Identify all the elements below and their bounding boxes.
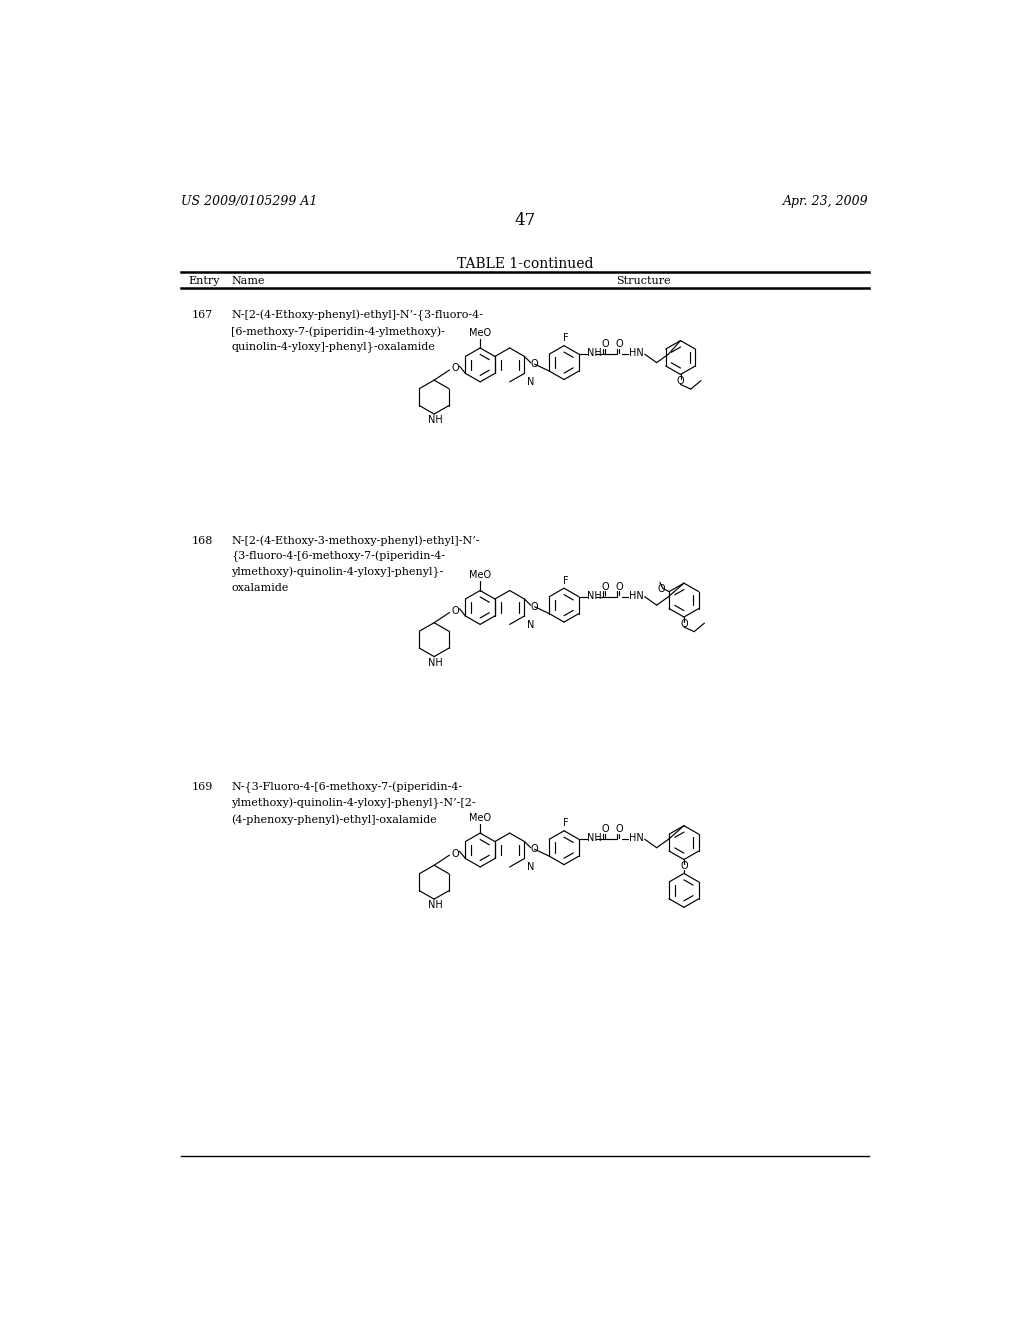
Text: TABLE 1-continued: TABLE 1-continued — [457, 257, 593, 271]
Text: MeO: MeO — [469, 813, 492, 822]
Text: NH: NH — [588, 833, 602, 843]
Text: 167: 167 — [191, 310, 213, 319]
Text: O: O — [615, 824, 623, 834]
Text: O: O — [615, 582, 623, 591]
Text: N-[2-(4-Ethoxy-phenyl)-ethyl]-N’-{3-fluoro-4-
[6-methoxy-7-(piperidin-4-ylmethox: N-[2-(4-Ethoxy-phenyl)-ethyl]-N’-{3-fluo… — [231, 310, 483, 352]
Text: 47: 47 — [514, 213, 536, 230]
Text: US 2009/0105299 A1: US 2009/0105299 A1 — [180, 195, 317, 209]
Text: MeO: MeO — [469, 570, 492, 579]
Text: 168: 168 — [191, 536, 213, 545]
Text: N: N — [526, 378, 535, 387]
Text: O: O — [530, 359, 539, 370]
Text: O: O — [657, 585, 666, 594]
Text: F: F — [563, 818, 568, 828]
Text: HN: HN — [629, 348, 644, 358]
Text: O: O — [452, 606, 459, 616]
Text: O: O — [677, 376, 684, 387]
Text: O: O — [601, 339, 609, 348]
Text: NH: NH — [588, 348, 602, 358]
Text: N-[2-(4-Ethoxy-3-methoxy-phenyl)-ethyl]-N’-
{3-fluoro-4-[6-methoxy-7-(piperidin-: N-[2-(4-Ethoxy-3-methoxy-phenyl)-ethyl]-… — [231, 536, 479, 593]
Text: O: O — [452, 363, 459, 374]
Text: NH: NH — [588, 591, 602, 601]
Text: N: N — [526, 862, 535, 873]
Text: Apr. 23, 2009: Apr. 23, 2009 — [783, 195, 869, 209]
Text: O: O — [601, 582, 609, 591]
Text: HN: HN — [629, 591, 644, 601]
Text: O: O — [680, 619, 688, 628]
Text: O: O — [530, 845, 539, 854]
Text: NH: NH — [428, 900, 442, 911]
Text: 169: 169 — [191, 781, 213, 792]
Text: MeO: MeO — [469, 327, 492, 338]
Text: NH: NH — [428, 657, 442, 668]
Text: O: O — [452, 849, 459, 858]
Text: N-{3-Fluoro-4-[6-methoxy-7-(piperidin-4-
ylmethoxy)-quinolin-4-yloxy]-phenyl}-N’: N-{3-Fluoro-4-[6-methoxy-7-(piperidin-4-… — [231, 781, 476, 825]
Text: Entry: Entry — [188, 276, 220, 286]
Text: O: O — [601, 824, 609, 834]
Text: Structure: Structure — [616, 276, 671, 286]
Text: N: N — [526, 620, 535, 630]
Text: O: O — [680, 862, 688, 871]
Text: F: F — [563, 576, 568, 586]
Text: O: O — [530, 602, 539, 611]
Text: F: F — [563, 333, 568, 343]
Text: HN: HN — [629, 833, 644, 843]
Text: Name: Name — [231, 276, 264, 286]
Text: O: O — [615, 339, 623, 348]
Text: NH: NH — [428, 416, 442, 425]
